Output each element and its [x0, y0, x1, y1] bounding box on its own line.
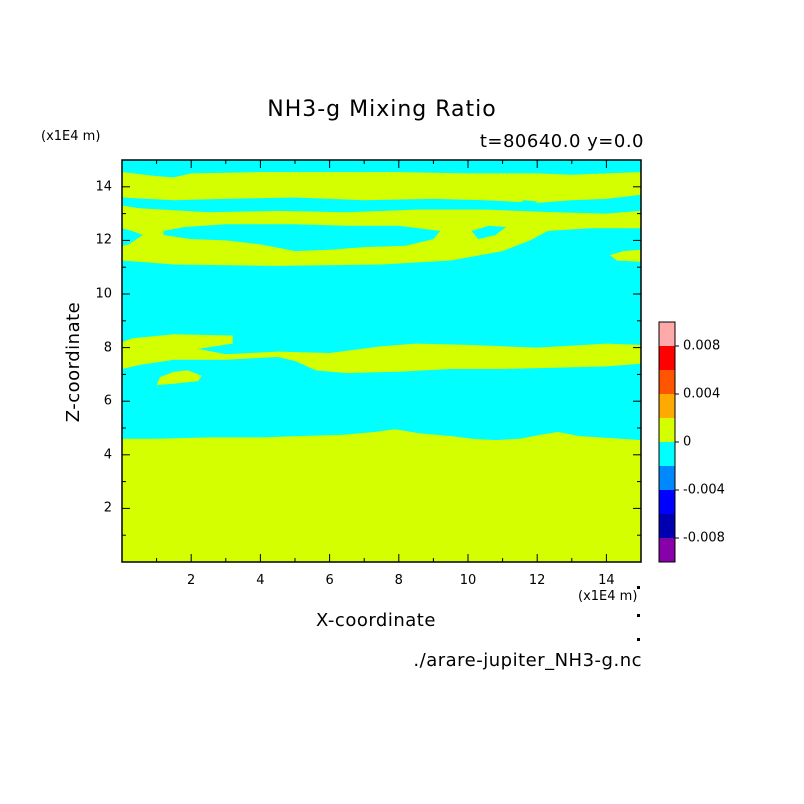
x-unit-label: (x1E4 m) [578, 589, 638, 604]
colorbar-tick-label: -0.008 [683, 530, 725, 546]
contour-region [163, 224, 441, 252]
contour-region [156, 370, 202, 386]
contour-region [122, 334, 641, 374]
y-axis-label: Z-coordinate [63, 301, 84, 423]
x-tick-label: 12 [528, 573, 546, 588]
contour-regions [122, 172, 641, 562]
contour-region [516, 200, 538, 209]
colorbar-segment [659, 346, 675, 371]
marker-dot [637, 638, 640, 641]
x-axis-label: X-coordinate [316, 610, 436, 631]
colorbar-segment [659, 322, 675, 347]
colorbar-tick-label: -0.004 [683, 482, 725, 498]
y-tick-label: 12 [95, 232, 112, 248]
x-tick-label: 2 [187, 573, 196, 588]
colorbar-segment [659, 442, 675, 467]
x-tick-label: 6 [325, 573, 334, 588]
axis-ticks [122, 159, 642, 562]
source-file-label: ./arare-jupiter_NH3-g.nc [413, 650, 642, 671]
colorbar-segment [659, 490, 675, 515]
colorbar-segment [659, 466, 675, 491]
colorbar-segment [659, 370, 675, 395]
y-tick-label: 4 [103, 447, 112, 463]
colorbar-tick-label: 0.004 [683, 386, 721, 402]
y-tick-label: 8 [103, 340, 112, 356]
contour-region [122, 172, 641, 203]
marker-dot [637, 614, 640, 617]
chart-title: NH3-g Mixing Ratio [267, 97, 497, 122]
contour-region [122, 429, 641, 562]
colorbar-tick-label: 0.008 [683, 338, 721, 354]
y-tick-label: 14 [95, 179, 112, 195]
colorbar-segment [659, 394, 675, 419]
chart-subtitle: t=80640.0 y=0.0 [479, 131, 644, 152]
x-tick-label: 4 [256, 573, 265, 588]
colorbar [658, 321, 679, 563]
contour-region [609, 249, 641, 262]
colorbar-segment [659, 538, 675, 563]
y-tick-label: 10 [95, 286, 112, 302]
y-tick-label: 2 [103, 500, 112, 516]
colorbar-segment [659, 418, 675, 443]
contour-region [471, 225, 507, 240]
marker-dot [637, 586, 640, 589]
x-tick-label: 8 [394, 573, 403, 588]
x-tick-label: 10 [459, 573, 477, 588]
colorbar-segment [659, 514, 675, 539]
y-tick-label: 6 [103, 393, 112, 409]
y-unit-label: (x1E4 m) [41, 129, 101, 144]
colorbar-tick-label: 0 [683, 434, 692, 450]
plot-frame [121, 159, 642, 563]
x-tick-label: 14 [598, 573, 615, 588]
